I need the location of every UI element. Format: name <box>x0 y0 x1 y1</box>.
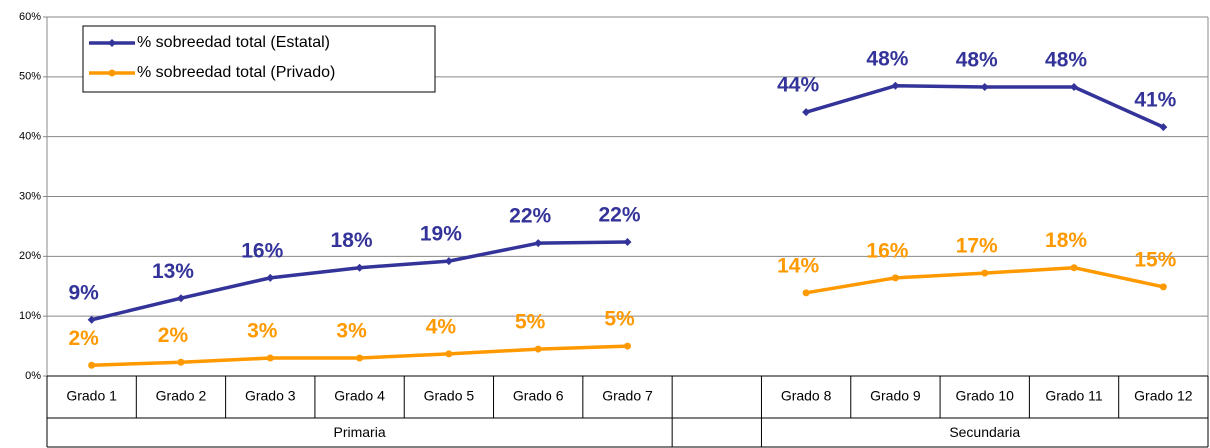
x-tick-label: Grado 6 <box>513 388 564 404</box>
marker <box>1159 123 1168 132</box>
value-label: 3% <box>336 320 367 343</box>
marker <box>1159 283 1167 291</box>
y-tick-label: 0% <box>25 370 41 382</box>
marker <box>108 69 116 77</box>
value-label: 44% <box>777 74 819 97</box>
x-tick-label: Grado 7 <box>602 388 653 404</box>
x-tick-label: Grado 9 <box>870 388 921 404</box>
marker <box>980 83 989 92</box>
x-tick-label: Grado 12 <box>1134 388 1193 404</box>
x-tick-label: Grado 4 <box>334 388 385 404</box>
value-label: 5% <box>515 311 546 334</box>
x-tick-label: Grado 8 <box>781 388 832 404</box>
marker <box>623 237 632 246</box>
value-label: 16% <box>241 239 283 262</box>
x-tick-label: Grado 2 <box>156 388 207 404</box>
marker <box>88 361 96 369</box>
value-label: 48% <box>866 47 908 70</box>
x-tick-label: Grado 10 <box>956 388 1015 404</box>
marker <box>891 81 900 90</box>
legend-label: % sobreedad total (Estatal) <box>137 34 330 51</box>
marker <box>87 315 96 324</box>
marker <box>1070 83 1079 92</box>
marker <box>108 39 116 47</box>
value-label: 41% <box>1134 89 1176 112</box>
value-label: 9% <box>68 281 99 304</box>
value-label: 18% <box>331 229 373 252</box>
marker <box>176 294 185 303</box>
legend-box <box>82 25 436 93</box>
marker <box>624 342 631 350</box>
marker <box>177 358 185 366</box>
group-label: Primaria <box>334 424 386 440</box>
value-label: 17% <box>956 235 998 258</box>
value-label: 3% <box>247 320 278 343</box>
value-label: 5% <box>604 308 635 331</box>
value-label: 18% <box>1045 229 1087 252</box>
y-tick-label: 10% <box>19 310 41 322</box>
value-label: 19% <box>420 223 462 246</box>
marker <box>534 345 542 353</box>
x-tick-label: Grado 3 <box>245 388 296 404</box>
value-label: 48% <box>1045 49 1087 72</box>
marker <box>266 273 275 282</box>
marker <box>355 263 364 272</box>
value-label: 14% <box>777 254 819 277</box>
value-label: 2% <box>158 324 189 347</box>
y-tick-label: 60% <box>19 11 41 23</box>
value-label: 22% <box>509 205 551 228</box>
value-label: 13% <box>152 260 194 283</box>
value-label: 15% <box>1134 248 1176 271</box>
marker <box>444 257 453 266</box>
marker <box>891 274 899 282</box>
x-tick-label: Grado 1 <box>66 388 117 404</box>
y-tick-label: 40% <box>19 131 41 143</box>
marker <box>534 239 543 248</box>
y-tick-label: 50% <box>19 71 41 83</box>
y-tick-label: 20% <box>19 250 41 262</box>
value-label: 16% <box>866 239 908 262</box>
marker <box>356 354 364 362</box>
value-label: 2% <box>68 327 99 350</box>
legend-label: % sobreedad total (Privado) <box>137 64 335 81</box>
y-tick-label: 30% <box>19 190 41 202</box>
marker <box>445 350 453 358</box>
marker <box>802 108 811 117</box>
marker <box>981 269 989 277</box>
x-tick-label: Grado 5 <box>424 388 475 404</box>
value-label: 22% <box>598 204 640 227</box>
marker <box>1070 264 1078 272</box>
marker <box>802 289 810 297</box>
group-label: Secundaria <box>949 424 1020 440</box>
value-label: 4% <box>426 315 457 338</box>
value-label: 48% <box>956 49 998 72</box>
x-tick-label: Grado 11 <box>1045 388 1103 404</box>
marker <box>266 354 274 362</box>
